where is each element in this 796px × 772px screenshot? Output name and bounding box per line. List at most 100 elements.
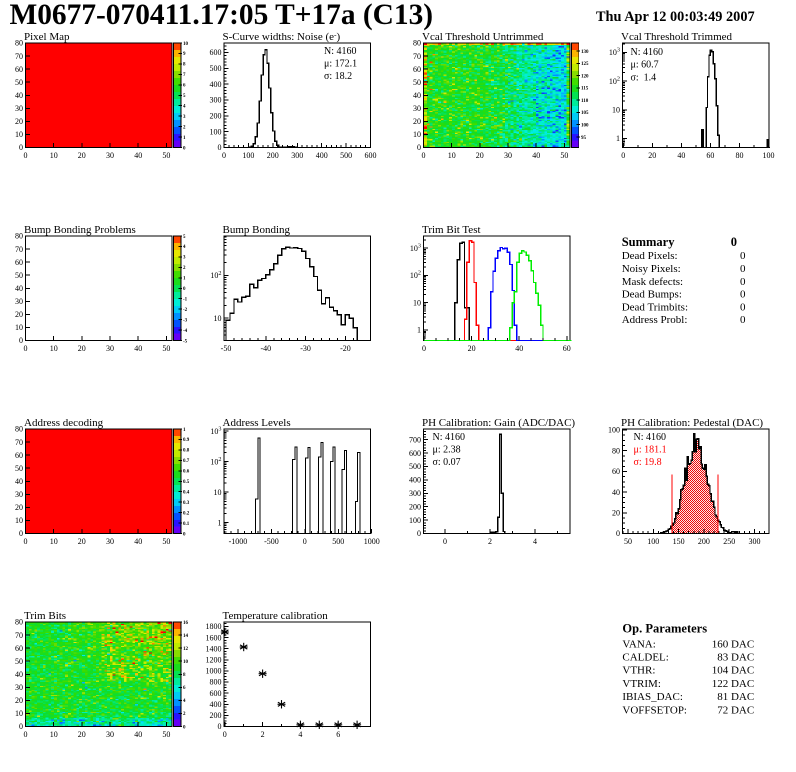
svg-text:0.9: 0.9 — [183, 438, 190, 443]
svg-text:500: 500 — [332, 537, 344, 546]
svg-text:Temperature calibration: Temperature calibration — [223, 610, 329, 622]
svg-text:1: 1 — [616, 134, 620, 143]
svg-text:0: 0 — [24, 344, 28, 353]
svg-text:Trim Bits: Trim Bits — [24, 610, 66, 622]
svg-text:60: 60 — [15, 451, 23, 460]
svg-text:50: 50 — [15, 657, 23, 666]
svg-text:-40: -40 — [260, 344, 271, 353]
svg-text:9: 9 — [183, 52, 186, 57]
svg-text:0: 0 — [24, 537, 28, 546]
svg-text:0: 0 — [740, 289, 746, 301]
svg-text:50: 50 — [624, 537, 632, 546]
svg-text:-50: -50 — [221, 344, 232, 353]
svg-text:0: 0 — [223, 730, 227, 739]
svg-text:1: 1 — [183, 277, 186, 282]
svg-text:40: 40 — [15, 284, 23, 293]
svg-text:N: 4160: N: 4160 — [433, 432, 466, 443]
svg-text:1: 1 — [218, 518, 222, 527]
svg-text:IBIAS_DAC:: IBIAS_DAC: — [622, 691, 683, 703]
svg-text:30: 30 — [504, 151, 512, 160]
svg-text:σ: 19.8: σ: 19.8 — [634, 457, 662, 468]
svg-text:μ: 2.38: μ: 2.38 — [433, 445, 461, 456]
svg-text:2: 2 — [261, 730, 265, 739]
svg-text:8: 8 — [183, 63, 186, 68]
svg-text:0: 0 — [443, 537, 447, 546]
svg-text:200: 200 — [267, 151, 279, 160]
svg-text:20: 20 — [648, 151, 656, 160]
svg-text:σ: 1.4: σ: 1.4 — [631, 72, 657, 83]
svg-text:Address Probl:: Address Probl: — [622, 314, 688, 326]
svg-text:PH Calibration: Gain (ADC/DAC): PH Calibration: Gain (ADC/DAC) — [422, 417, 575, 429]
svg-text:200: 200 — [409, 502, 421, 511]
svg-text:50: 50 — [15, 271, 23, 280]
svg-text:30: 30 — [106, 344, 114, 353]
svg-text:600: 600 — [365, 151, 377, 160]
svg-text:12: 12 — [183, 647, 189, 652]
svg-text:10: 10 — [50, 344, 58, 353]
svg-text:Trim Bit Test: Trim Bit Test — [422, 224, 481, 236]
svg-text:50: 50 — [413, 78, 421, 87]
svg-text:μ: 172.1: μ: 172.1 — [324, 59, 357, 70]
svg-text:100: 100 — [242, 151, 254, 160]
svg-text:40: 40 — [134, 151, 142, 160]
svg-text:0: 0 — [422, 344, 426, 353]
svg-text:0.2: 0.2 — [183, 511, 190, 516]
svg-text:80: 80 — [413, 39, 421, 48]
svg-text:1: 1 — [183, 136, 186, 141]
svg-text:20: 20 — [612, 509, 620, 518]
svg-text:0: 0 — [740, 314, 746, 326]
svg-text:6: 6 — [336, 730, 340, 739]
svg-text:40: 40 — [532, 151, 540, 160]
svg-text:80: 80 — [15, 425, 23, 434]
svg-text:σ: 0.07: σ: 0.07 — [433, 457, 461, 468]
svg-text:110: 110 — [581, 99, 589, 104]
svg-text:4: 4 — [183, 699, 186, 704]
svg-text:300: 300 — [291, 151, 303, 160]
svg-text:104 DAC: 104 DAC — [712, 665, 754, 677]
svg-text:0: 0 — [740, 263, 746, 275]
svg-text:-5: -5 — [183, 339, 188, 344]
svg-text:0: 0 — [740, 301, 746, 313]
svg-text:10: 10 — [15, 516, 23, 525]
svg-text:10: 10 — [413, 298, 421, 307]
svg-text:50: 50 — [15, 78, 23, 87]
svg-text:120: 120 — [581, 74, 589, 79]
svg-text:N: 4160: N: 4160 — [324, 46, 357, 57]
svg-text:10: 10 — [214, 488, 222, 497]
svg-text:10: 10 — [612, 106, 620, 115]
svg-text:83 DAC: 83 DAC — [717, 652, 754, 664]
svg-text:PH Calibration: Pedestal (DAC): PH Calibration: Pedestal (DAC) — [621, 417, 763, 429]
svg-text:σ: 18.2: σ: 18.2 — [324, 71, 352, 82]
svg-text:-1000: -1000 — [229, 537, 248, 546]
svg-text:20: 20 — [78, 151, 86, 160]
svg-text:0: 0 — [218, 143, 222, 152]
svg-text:0: 0 — [183, 532, 186, 537]
svg-text:100: 100 — [409, 516, 421, 525]
svg-text:60: 60 — [706, 151, 714, 160]
svg-text:40: 40 — [612, 488, 620, 497]
svg-text:80: 80 — [15, 232, 23, 241]
svg-text:72 DAC: 72 DAC — [717, 704, 754, 716]
svg-text:100: 100 — [763, 151, 775, 160]
svg-text:Vcal Threshold Untrimmed: Vcal Threshold Untrimmed — [422, 31, 544, 43]
svg-text:800: 800 — [210, 678, 222, 687]
svg-text:60: 60 — [563, 344, 571, 353]
svg-text:103: 103 — [609, 47, 620, 57]
svg-text:-20: -20 — [340, 344, 351, 353]
svg-text:81 DAC: 81 DAC — [717, 691, 754, 703]
svg-text:Bump Bonding: Bump Bonding — [223, 224, 291, 236]
svg-text:VOFFSETOP:: VOFFSETOP: — [622, 704, 687, 716]
svg-text:Dead Trimbits:: Dead Trimbits: — [622, 301, 688, 313]
svg-text:200: 200 — [210, 112, 222, 121]
svg-text:Summary: Summary — [622, 235, 676, 249]
svg-text:0: 0 — [616, 529, 620, 538]
svg-text:80: 80 — [15, 618, 23, 627]
svg-text:30: 30 — [15, 297, 23, 306]
svg-text:600: 600 — [409, 449, 421, 458]
svg-text:2: 2 — [488, 537, 492, 546]
svg-text:20: 20 — [15, 117, 23, 126]
svg-text:50: 50 — [15, 464, 23, 473]
svg-text:40: 40 — [413, 91, 421, 100]
svg-text:1000: 1000 — [206, 667, 222, 676]
svg-text:40: 40 — [15, 670, 23, 679]
